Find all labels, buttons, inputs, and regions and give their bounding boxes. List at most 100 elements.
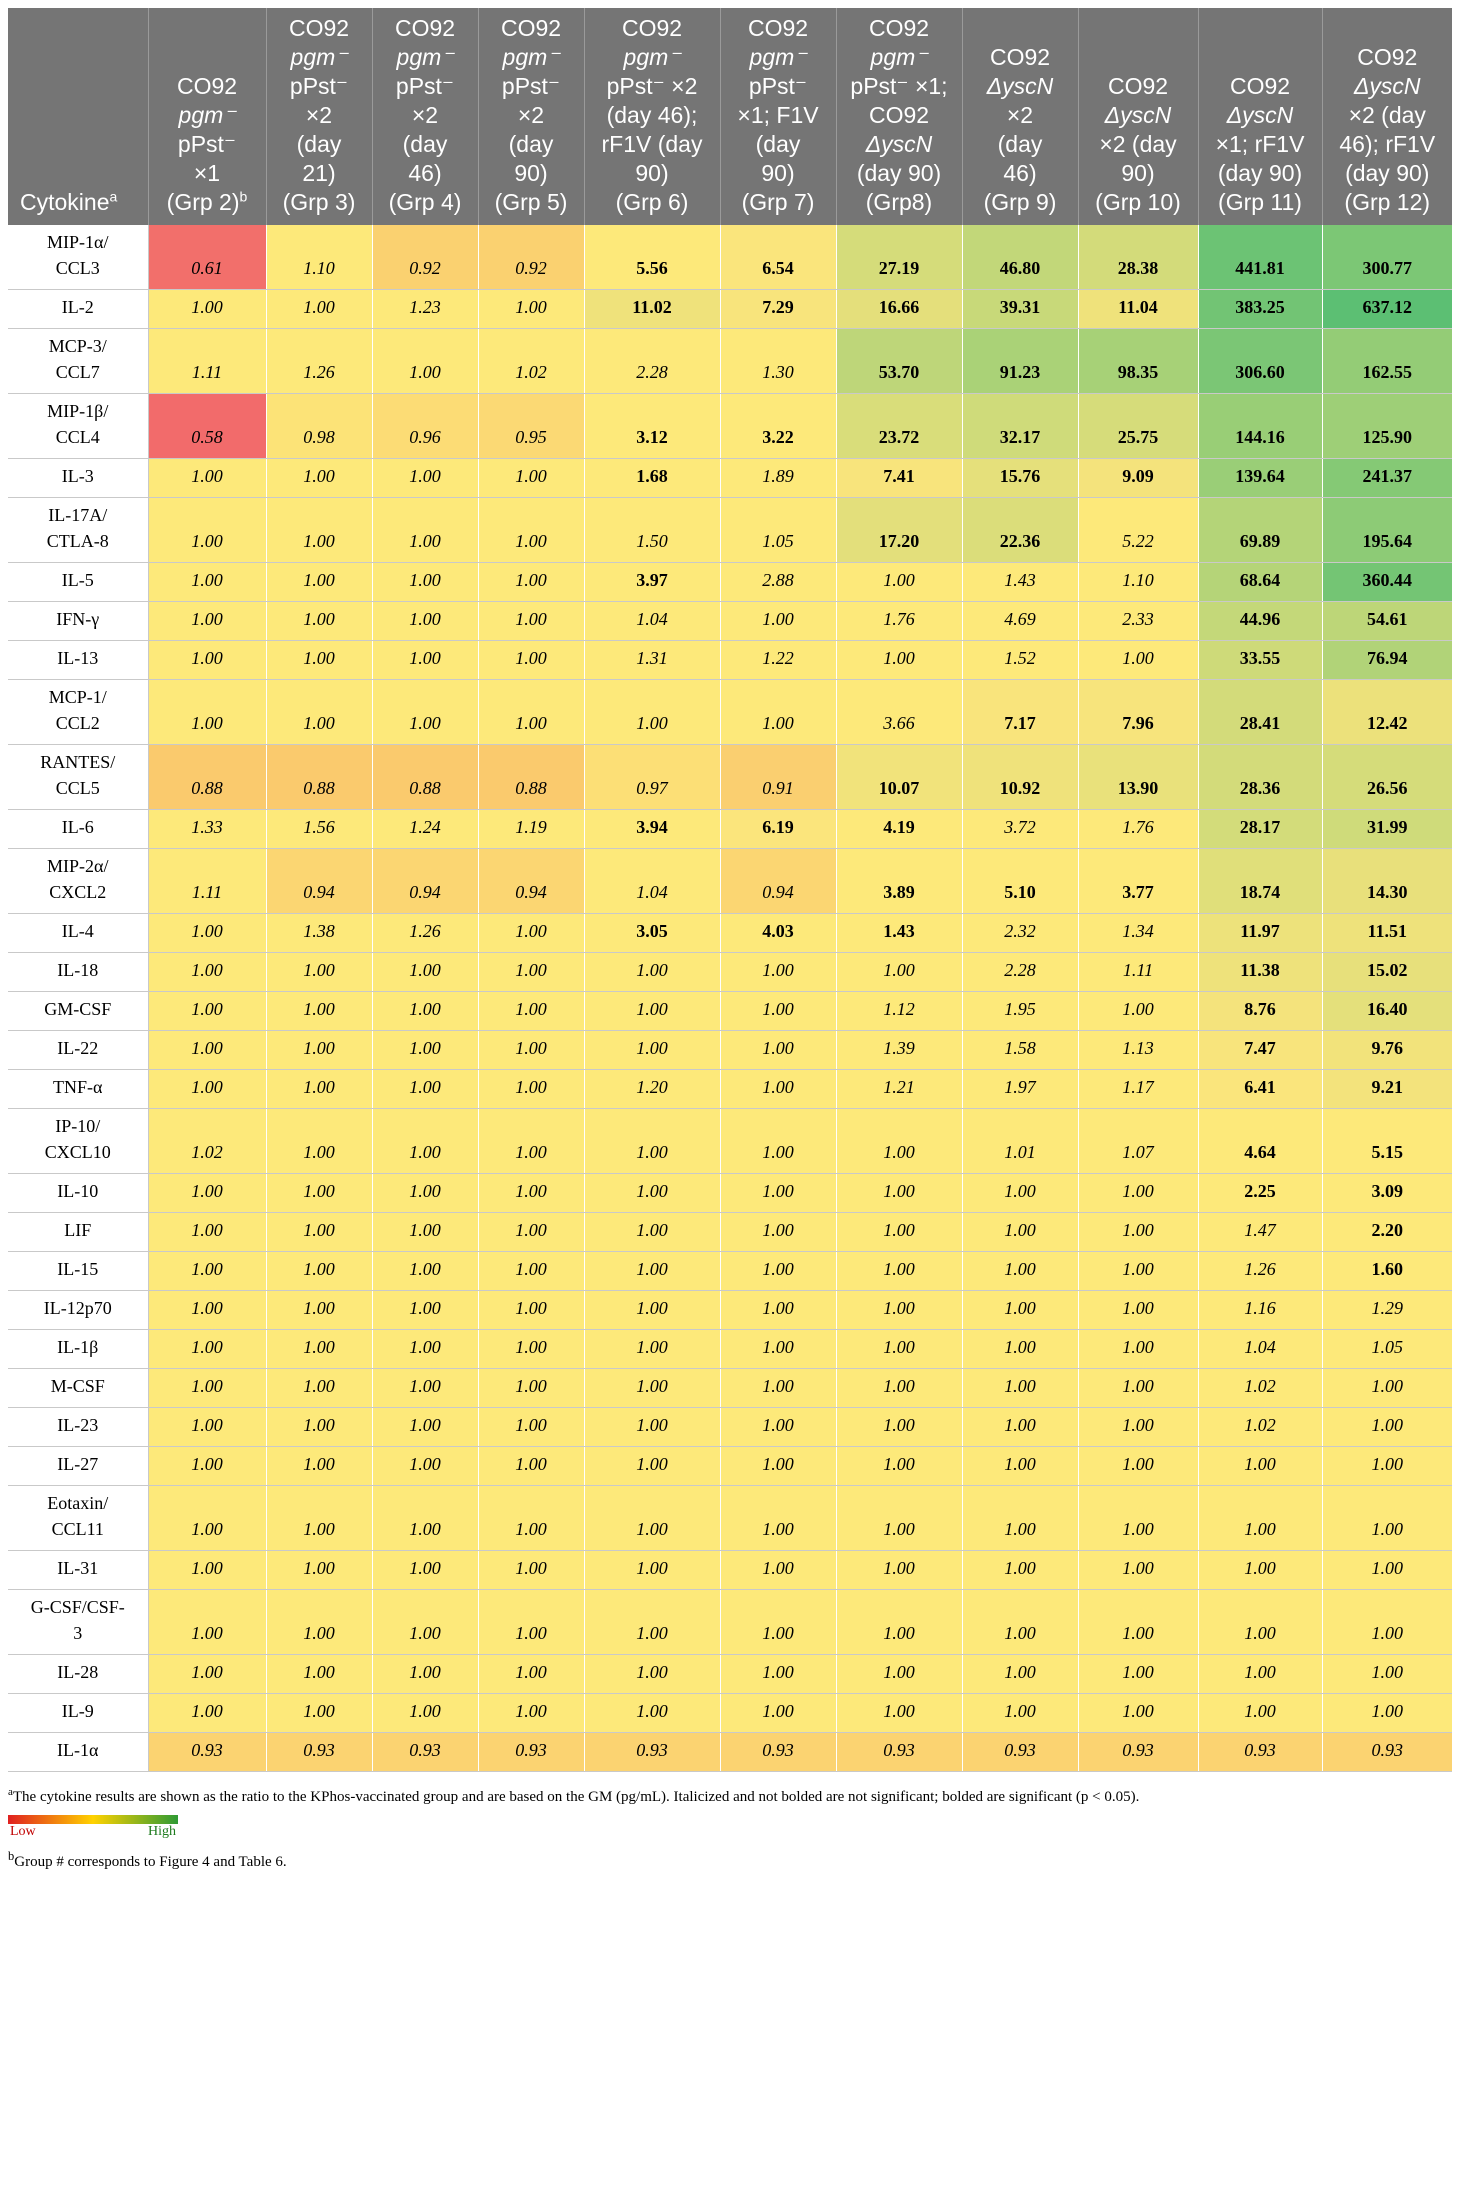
value-cell: 0.88 bbox=[478, 744, 585, 810]
value-cell: 1.00 bbox=[1322, 1485, 1452, 1551]
value-cell: 1.00 bbox=[372, 640, 479, 680]
value-cell: 1.00 bbox=[266, 562, 373, 602]
cytokine-table: Cytokinea CO92 pgm⁻ pPst⁻ ×1 (Grp 2)b CO92 pgm… bbox=[8, 8, 1452, 1772]
table-row: IP-10/CXCL10 1.02 1.00 1.00 1.00 1.00 1.00 1.00… bbox=[8, 1108, 1452, 1174]
value-cell: 1.07 bbox=[1078, 1108, 1199, 1174]
value-cell: 1.00 bbox=[148, 497, 267, 563]
table-row: Eotaxin/CCL11 1.00 1.00 1.00 1.00 1.00 1.00 1.0… bbox=[8, 1485, 1452, 1551]
table-row: MCP-3/CCL7 1.11 1.26 1.00 1.02 2.28 1.30 53.70 9… bbox=[8, 328, 1452, 394]
header-group-8: CO92 pgm⁻ pPst⁻ ×1; CO92 ΔyscN (day 90) (Grp8) bbox=[836, 8, 963, 225]
value-cell: 46.80 bbox=[962, 225, 1079, 290]
value-cell: 1.02 bbox=[1198, 1407, 1323, 1447]
value-cell: 26.56 bbox=[1322, 744, 1452, 810]
value-cell: 1.00 bbox=[720, 1251, 837, 1291]
value-cell: 54.61 bbox=[1322, 601, 1452, 641]
value-cell: 1.00 bbox=[266, 1108, 373, 1174]
cytokine-name-cell: IL-1β bbox=[8, 1329, 149, 1369]
value-cell: 1.00 bbox=[720, 1329, 837, 1369]
value-cell: 1.00 bbox=[148, 1589, 267, 1655]
table-row: IL-12p70 1.00 1.00 1.00 1.00 1.00 1.00 1.00 1.00… bbox=[8, 1290, 1452, 1330]
footnote-a: aThe cytokine results are shown as the r… bbox=[8, 1786, 1140, 1805]
value-cell: 1.00 bbox=[478, 1550, 585, 1590]
value-cell: 68.64 bbox=[1198, 562, 1323, 602]
table-row: MIP-1β/CCL4 0.58 0.98 0.96 0.95 3.12 3.22 23.72… bbox=[8, 393, 1452, 459]
value-cell: 306.60 bbox=[1198, 328, 1323, 394]
value-cell: 241.37 bbox=[1322, 458, 1452, 498]
table-body: MIP-1α/CCL3 0.61 1.10 0.92 0.92 5.56 6.54 27.19… bbox=[8, 225, 1452, 1772]
value-cell: 1.00 bbox=[148, 1550, 267, 1590]
value-cell: 2.33 bbox=[1078, 601, 1199, 641]
value-cell: 1.00 bbox=[1078, 1368, 1199, 1408]
cytokine-name-cell: IL-18 bbox=[8, 952, 149, 992]
value-cell: 1.00 bbox=[1078, 1446, 1199, 1486]
cytokine-name-cell: IP-10/CXCL10 bbox=[8, 1108, 149, 1174]
value-cell: 1.00 bbox=[836, 1108, 963, 1174]
value-cell: 1.00 bbox=[720, 1693, 837, 1733]
value-cell: 14.30 bbox=[1322, 848, 1452, 914]
value-cell: 4.69 bbox=[962, 601, 1079, 641]
value-cell: 0.93 bbox=[1322, 1732, 1452, 1772]
value-cell: 44.96 bbox=[1198, 601, 1323, 641]
table-row: LIF 1.00 1.00 1.00 1.00 1.00 1.00 1.00 1.00 1.00 1… bbox=[8, 1212, 1452, 1252]
table-row: IFN-γ 1.00 1.00 1.00 1.00 1.04 1.00 1.76 4.69 2.3… bbox=[8, 601, 1452, 641]
value-cell: 1.00 bbox=[148, 601, 267, 641]
table-header-row: Cytokinea CO92 pgm⁻ pPst⁻ ×1 (Grp 2)b CO92 pgm… bbox=[8, 8, 1452, 225]
figure-4-link[interactable]: Figure 4 bbox=[159, 1854, 210, 1870]
value-cell: 39.31 bbox=[962, 289, 1079, 329]
cytokine-name-cell: MIP-2α/CXCL2 bbox=[8, 848, 149, 914]
value-cell: 1.33 bbox=[148, 809, 267, 849]
value-cell: 1.00 bbox=[962, 1550, 1079, 1590]
value-cell: 1.00 bbox=[266, 1550, 373, 1590]
value-cell: 1.00 bbox=[266, 601, 373, 641]
value-cell: 23.72 bbox=[836, 393, 963, 459]
value-cell: 0.94 bbox=[266, 848, 373, 914]
value-cell: 0.94 bbox=[372, 848, 479, 914]
value-cell: 441.81 bbox=[1198, 225, 1323, 290]
value-cell: 1.00 bbox=[1078, 1693, 1199, 1733]
value-cell: 0.93 bbox=[372, 1732, 479, 1772]
value-cell: 1.00 bbox=[1322, 1589, 1452, 1655]
value-cell: 1.11 bbox=[148, 328, 267, 394]
table-row: IL-13 1.00 1.00 1.00 1.00 1.31 1.22 1.00 1.52 1.0… bbox=[8, 640, 1452, 680]
value-cell: 1.00 bbox=[148, 1212, 267, 1252]
value-cell: 1.00 bbox=[584, 1693, 721, 1733]
value-cell: 1.50 bbox=[584, 497, 721, 563]
value-cell: 1.00 bbox=[962, 1446, 1079, 1486]
value-cell: 1.00 bbox=[1078, 640, 1199, 680]
value-cell: 1.00 bbox=[372, 1485, 479, 1551]
value-cell: 3.66 bbox=[836, 679, 963, 745]
table-6-link[interactable]: Table 6 bbox=[238, 1854, 283, 1870]
value-cell: 0.94 bbox=[478, 848, 585, 914]
value-cell: 1.00 bbox=[266, 1212, 373, 1252]
value-cell: 1.00 bbox=[1078, 1173, 1199, 1213]
value-cell: 1.00 bbox=[1198, 1446, 1323, 1486]
value-cell: 1.00 bbox=[720, 991, 837, 1031]
value-cell: 1.00 bbox=[836, 1290, 963, 1330]
value-cell: 1.00 bbox=[372, 1693, 479, 1733]
cytokine-name-cell: IL-5 bbox=[8, 562, 149, 602]
value-cell: 1.39 bbox=[836, 1030, 963, 1070]
table-row: IL-4 1.00 1.38 1.26 1.00 3.05 4.03 1.43 2.32 1.34… bbox=[8, 913, 1452, 953]
value-cell: 1.00 bbox=[584, 1589, 721, 1655]
value-cell: 1.00 bbox=[478, 952, 585, 992]
value-cell: 3.97 bbox=[584, 562, 721, 602]
value-cell: 1.00 bbox=[266, 952, 373, 992]
header-group-2: CO92 pgm⁻ pPst⁻ ×1 (Grp 2)b bbox=[148, 8, 267, 225]
value-cell: 1.00 bbox=[478, 1069, 585, 1109]
value-cell: 1.52 bbox=[962, 640, 1079, 680]
value-cell: 1.00 bbox=[720, 1030, 837, 1070]
value-cell: 2.88 bbox=[720, 562, 837, 602]
cytokine-name-cell: IL-27 bbox=[8, 1446, 149, 1486]
value-cell: 162.55 bbox=[1322, 328, 1452, 394]
value-cell: 3.12 bbox=[584, 393, 721, 459]
value-cell: 1.19 bbox=[478, 809, 585, 849]
value-cell: 1.00 bbox=[720, 1290, 837, 1330]
value-cell: 1.00 bbox=[478, 640, 585, 680]
value-cell: 1.00 bbox=[266, 1407, 373, 1447]
cytokine-name-cell: IL-2 bbox=[8, 289, 149, 329]
value-cell: 1.00 bbox=[478, 1108, 585, 1174]
value-cell: 1.30 bbox=[720, 328, 837, 394]
table-row: IL-28 1.00 1.00 1.00 1.00 1.00 1.00 1.00 1.00 1.0… bbox=[8, 1654, 1452, 1694]
value-cell: 1.00 bbox=[478, 601, 585, 641]
value-cell: 9.09 bbox=[1078, 458, 1199, 498]
